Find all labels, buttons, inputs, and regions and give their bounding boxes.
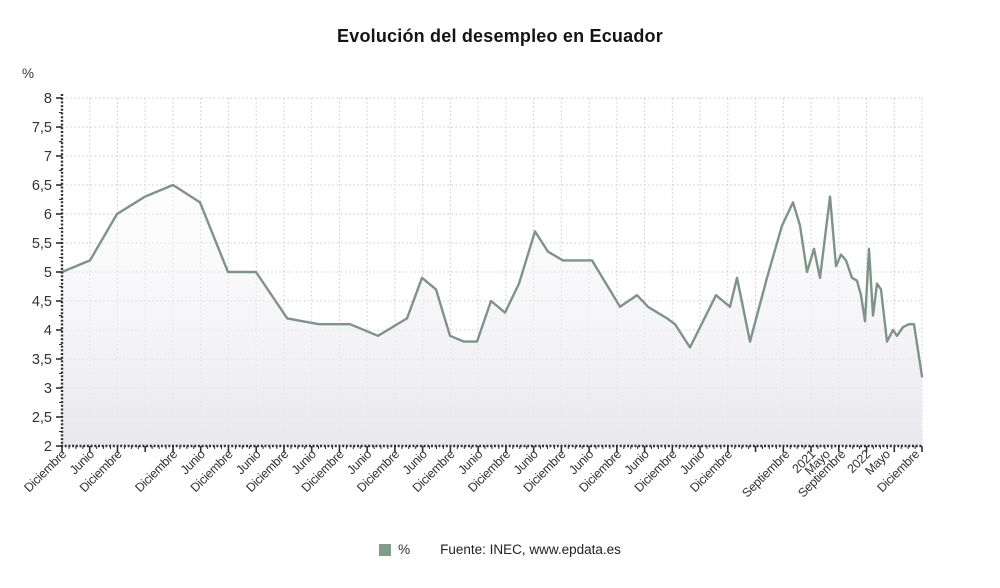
y-tick-label: 2 bbox=[44, 439, 52, 455]
y-tick-label: 5,5 bbox=[32, 236, 52, 252]
y-tick-label: 7 bbox=[44, 149, 52, 165]
x-tick-label: Septiembre bbox=[739, 447, 792, 500]
chart-title: Evolución del desempleo en Ecuador bbox=[337, 26, 663, 46]
legend: % bbox=[379, 542, 410, 557]
legend-label: % bbox=[398, 542, 411, 557]
area-under-line bbox=[62, 185, 922, 446]
y-tick-label: 3 bbox=[44, 381, 52, 397]
area-fill bbox=[62, 185, 922, 446]
unemployment-line bbox=[60, 183, 924, 378]
data-line bbox=[60, 183, 924, 378]
y-axis-unit-label: % bbox=[22, 66, 35, 81]
gridlines bbox=[62, 97, 923, 446]
y-tick-label: 6,5 bbox=[32, 178, 52, 194]
tick-marks bbox=[56, 97, 923, 452]
y-tick-label: 4 bbox=[44, 323, 52, 339]
y-tick-label: 4,5 bbox=[32, 294, 52, 310]
legend-swatch-icon bbox=[379, 543, 392, 556]
y-tick-label: 5 bbox=[44, 265, 52, 281]
y-tick-label: 7,5 bbox=[32, 120, 52, 136]
source-text: Fuente: INEC, www.epdata.es bbox=[440, 542, 621, 557]
y-tick-label: 3,5 bbox=[32, 352, 52, 368]
y-tick-label: 8 bbox=[44, 91, 52, 107]
x-tick-label: Diciembre bbox=[132, 447, 180, 495]
y-tick-label: 2,5 bbox=[32, 410, 52, 426]
chart-footer: % Fuente: INEC, www.epdata.es bbox=[0, 542, 1000, 557]
y-tick-label: 6 bbox=[44, 207, 52, 223]
y-axis-labels: 8 7,5 7 6,5 6 5,5 5 4,5 4 3,5 3 2,5 2 bbox=[32, 91, 52, 455]
